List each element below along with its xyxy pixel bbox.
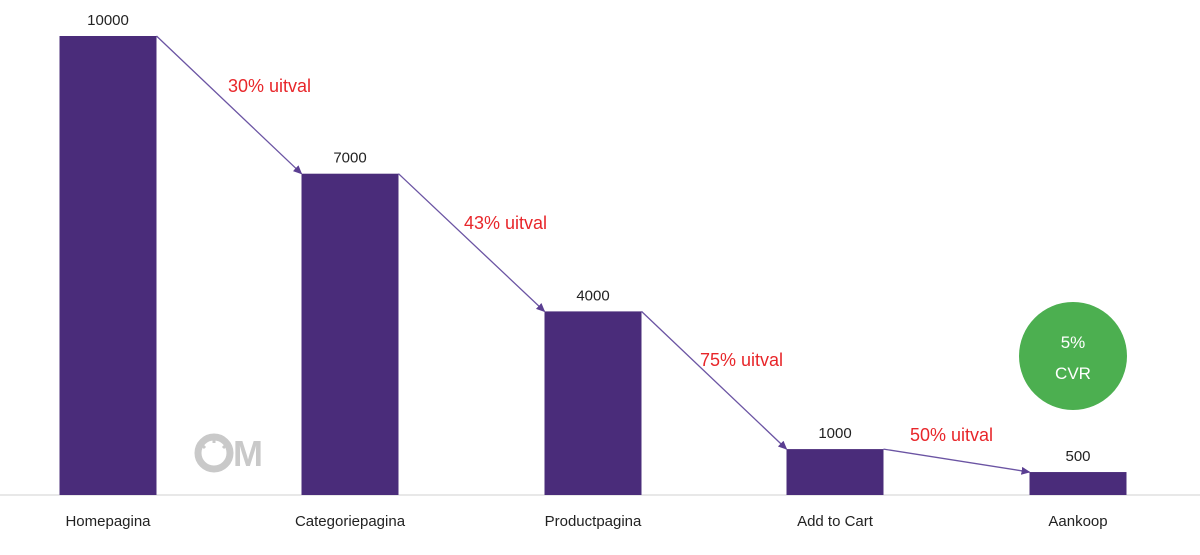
logo-gauge-icon: [194, 433, 234, 473]
drop-off-label-0: 30% uitval: [228, 76, 311, 96]
connector-arrow-0: [156, 35, 303, 175]
value-label-3: 1000: [818, 425, 851, 442]
bars-layer: [59, 36, 1127, 495]
cvr-badge-circle: [1019, 302, 1127, 410]
value-label-2: 4000: [576, 287, 609, 304]
drop-off-label-3: 50% uitval: [910, 425, 993, 445]
labels-layer: 10000 Homepagina 7000 Categoriepagina 4000 Pr…: [65, 12, 1107, 530]
logo-text: M: [233, 433, 263, 474]
cvr-badge-line2: CVR: [1055, 364, 1091, 383]
connector-arrow-2: [641, 310, 788, 450]
om-logo: M: [194, 433, 263, 474]
value-label-0: 10000: [87, 12, 129, 29]
x-tick-label-1: Categoriepagina: [295, 513, 406, 530]
bar-2: [544, 311, 642, 495]
drop-off-label-1: 43% uitval: [464, 213, 547, 233]
drop-off-label-2: 75% uitval: [700, 350, 783, 370]
cvr-badge: 5% CVR: [1019, 302, 1127, 410]
bar-3: [786, 449, 884, 495]
x-tick-label-4: Aankoop: [1048, 513, 1107, 530]
cvr-badge-line1: 5%: [1061, 333, 1086, 352]
connector-arrow-3: [883, 448, 1031, 475]
value-label-4: 500: [1065, 448, 1090, 465]
bar-0: [59, 36, 157, 495]
value-label-1: 7000: [333, 150, 366, 167]
x-tick-label-0: Homepagina: [65, 513, 151, 530]
x-tick-label-3: Add to Cart: [797, 513, 874, 530]
connectors-layer: [156, 35, 1031, 475]
x-tick-label-2: Productpagina: [545, 513, 642, 530]
bar-1: [301, 173, 399, 495]
connector-arrow-1: [398, 173, 546, 313]
bar-4: [1029, 472, 1127, 495]
